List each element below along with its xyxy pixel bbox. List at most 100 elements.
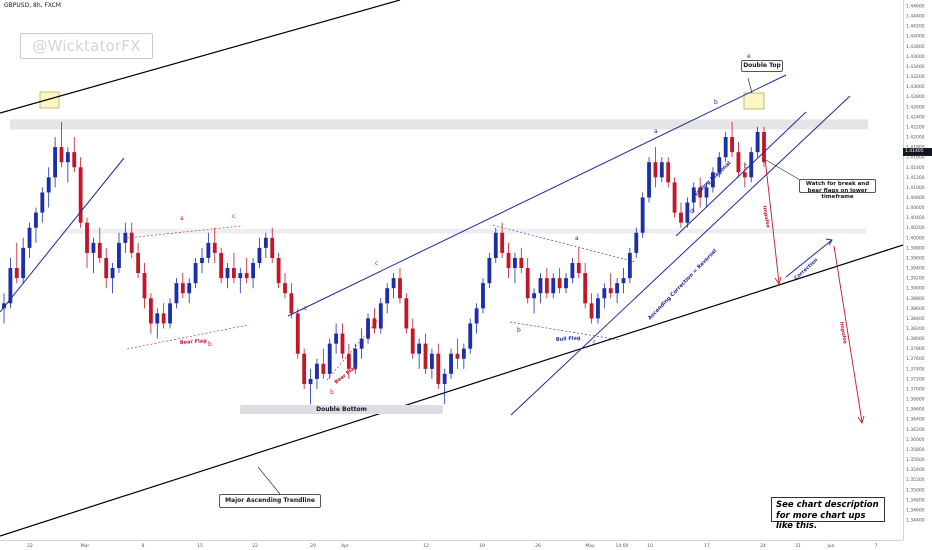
ascending-correction-label: Ascending Correction = Reversal [647,248,718,321]
candle-body [385,288,390,304]
candle-body [551,278,556,294]
candle-body [762,131,766,163]
candle-body [525,268,530,299]
impulse-label-2: Impulse [838,321,848,345]
candle-body [72,152,77,168]
impulse-label-1: Impulse [761,205,771,229]
candle-body [104,257,109,279]
symbol-label[interactable]: GBPUSD, 8h, FXCM [4,2,61,9]
wave-label: b [330,389,334,396]
candle-body [666,162,671,183]
ending-diagonal-lower [675,111,807,237]
early-ascending-line [0,157,125,313]
wave-label: c [744,163,747,170]
candle-body [423,343,428,369]
wave-label: b [517,327,521,334]
candle-body [461,348,466,359]
candle-body [723,137,728,158]
correction-arrowhead [825,238,833,246]
candle-body [27,227,32,248]
bear-flag-2-line [326,319,379,381]
price-axis[interactable] [903,0,932,540]
candle-body [187,283,192,294]
bull-flag-lower [509,321,621,341]
bear-flag-label-1: Bear Flag [180,338,208,346]
candle-body [40,192,45,213]
candle-body [710,172,715,188]
watch-note-pointer [765,159,801,181]
candle-body [372,318,377,329]
candle-body [251,263,255,279]
candle-body [570,263,575,279]
candle-body [717,157,722,173]
candle-body [436,353,441,384]
candle-body [315,363,319,379]
resistance-zone [10,119,868,130]
candle-body [487,257,492,284]
candle-body [327,343,332,374]
candle-body [493,232,498,258]
watermark: @WicktatorFX [20,33,153,59]
candle-body [615,283,620,294]
candle-body [53,147,58,178]
candle-body [283,283,287,294]
candle-body [334,333,339,344]
candle-body [276,257,281,284]
double-top-left-box [39,91,60,109]
candle-body [557,278,562,289]
candle-body [161,313,166,324]
wave-label: e [747,53,751,60]
time-axis[interactable] [0,540,903,550]
candle-body [359,338,364,349]
bear-flag-1-upper [126,225,242,239]
candle-body [378,303,383,329]
candle-body [136,252,141,274]
bear-flag-1-lower [126,324,249,350]
candle-body [59,147,64,163]
candle-body [442,373,447,384]
double-top-callout: Double Top [741,60,783,72]
candle-body [742,172,747,178]
candle-body [532,293,536,299]
candle-body [302,353,307,384]
wave-label: c [593,339,596,346]
double-top-right-box [743,92,765,110]
impulse-arrowhead-2 [857,415,865,425]
candle-body [78,167,83,223]
candle-body [91,242,96,253]
bull-flag-label: Bull Flag [556,335,581,343]
chart-description-note: See chart description for more chart ups… [771,497,885,531]
candle-body [634,232,639,253]
candle-body [14,268,19,279]
candle-body [506,252,511,269]
wave-label: b [208,341,212,348]
candle-body [429,353,434,369]
candle-body [168,303,172,324]
major-ascending-trendline [0,244,904,537]
wave-label: a [575,235,579,242]
candle-body [85,222,89,253]
candle-body [621,278,626,284]
candle-body [142,273,147,299]
candle-body [410,328,415,354]
candle-body [704,187,709,198]
candle-body [295,313,300,354]
wave-label: a [654,128,658,135]
candle-body [34,212,38,228]
wave-label: a [180,215,184,222]
candle-body [672,182,677,213]
bear-flag-label-2: Bear Flag [334,364,359,386]
candle-body [308,378,313,384]
channel-upper-line [287,74,787,317]
candle-body [206,242,211,258]
candle-body [180,283,185,294]
candle-body [468,323,473,349]
candle-body [398,278,402,299]
candle-body [8,268,13,304]
candle-body [640,197,645,233]
major-trendline-callout: Major Ascending Trendline [219,494,321,508]
candle-body [129,232,134,253]
candle-body [65,152,70,163]
candle-body [366,318,370,339]
